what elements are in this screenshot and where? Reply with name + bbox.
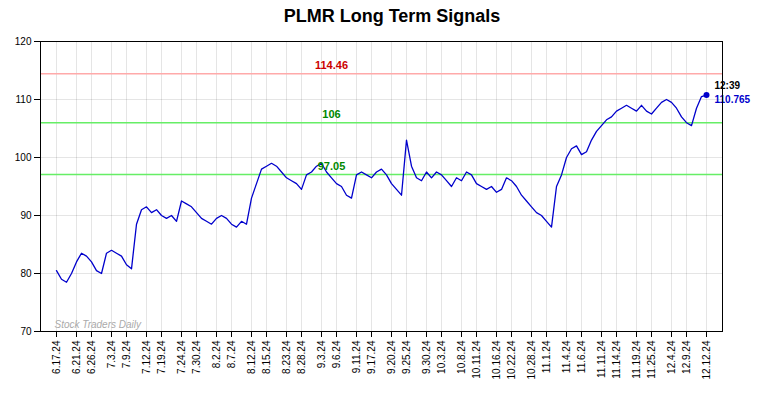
svg-text:114.46: 114.46	[315, 59, 348, 71]
svg-text:12.9.24: 12.9.24	[681, 340, 692, 374]
svg-text:9.20.24: 9.20.24	[386, 340, 397, 374]
svg-text:12.4.24: 12.4.24	[666, 340, 677, 374]
svg-text:110: 110	[16, 94, 32, 105]
svg-text:8.23.24: 8.23.24	[281, 340, 292, 374]
svg-text:100: 100	[15, 152, 32, 163]
svg-text:9.11.24: 9.11.24	[351, 340, 362, 373]
svg-text:11.6.24: 11.6.24	[576, 340, 587, 373]
svg-text:120: 120	[15, 36, 32, 47]
svg-text:8.28.24: 8.28.24	[296, 340, 307, 374]
svg-text:97.05: 97.05	[318, 160, 346, 172]
svg-text:11.25.24: 11.25.24	[646, 340, 657, 379]
svg-text:6.17.24: 6.17.24	[51, 340, 62, 374]
svg-text:9.25.24: 9.25.24	[401, 340, 412, 374]
svg-text:9.6.24: 9.6.24	[331, 340, 342, 368]
svg-text:11.19.24: 11.19.24	[631, 340, 642, 379]
svg-text:11.1.24: 11.1.24	[541, 340, 552, 373]
svg-text:10.22.24: 10.22.24	[506, 340, 517, 379]
svg-text:9.17.24: 9.17.24	[366, 340, 377, 374]
svg-text:7.3.24: 7.3.24	[106, 340, 117, 368]
svg-text:10.28.24: 10.28.24	[526, 340, 537, 379]
svg-text:7.19.24: 7.19.24	[156, 340, 167, 374]
svg-text:8.12.24: 8.12.24	[246, 340, 257, 374]
svg-text:11.14.24: 11.14.24	[611, 340, 622, 379]
html-text:PLMR Long Term Signals: PLMR Long Term Signals	[283, 6, 501, 26]
svg-text:6.26.24: 6.26.24	[86, 340, 97, 374]
svg-text:106: 106	[322, 108, 340, 120]
svg-text:7.30.24: 7.30.24	[191, 340, 202, 374]
svg-text:10.8.24: 10.8.24	[456, 340, 467, 374]
svg-text:10.11.24: 10.11.24	[471, 340, 482, 379]
svg-text:10.3.24: 10.3.24	[436, 340, 447, 374]
svg-text:110.765: 110.765	[715, 94, 751, 105]
svg-text:8.15.24: 8.15.24	[261, 340, 272, 374]
svg-text:Stock Traders Daily: Stock Traders Daily	[55, 319, 143, 330]
svg-text:70: 70	[20, 326, 32, 337]
svg-text:7.24.24: 7.24.24	[176, 340, 187, 374]
svg-text:9.3.24: 9.3.24	[316, 340, 327, 368]
svg-text:11.11.24: 11.11.24	[596, 340, 607, 378]
svg-text:7.9.24: 7.9.24	[121, 340, 132, 368]
svg-text:11.4.24: 11.4.24	[561, 340, 572, 373]
svg-text:10.16.24: 10.16.24	[491, 340, 502, 379]
svg-text:80: 80	[20, 268, 32, 279]
svg-text:90: 90	[20, 210, 32, 221]
svg-text:7.12.24: 7.12.24	[141, 340, 152, 374]
svg-text:12.12.24: 12.12.24	[701, 340, 712, 379]
svg-text:9.30.24: 9.30.24	[421, 340, 432, 374]
svg-text:8.2.24: 8.2.24	[211, 340, 222, 368]
svg-text:8.7.24: 8.7.24	[226, 340, 237, 368]
svg-text:12:39: 12:39	[715, 80, 741, 91]
svg-text:6.21.24: 6.21.24	[71, 340, 82, 374]
